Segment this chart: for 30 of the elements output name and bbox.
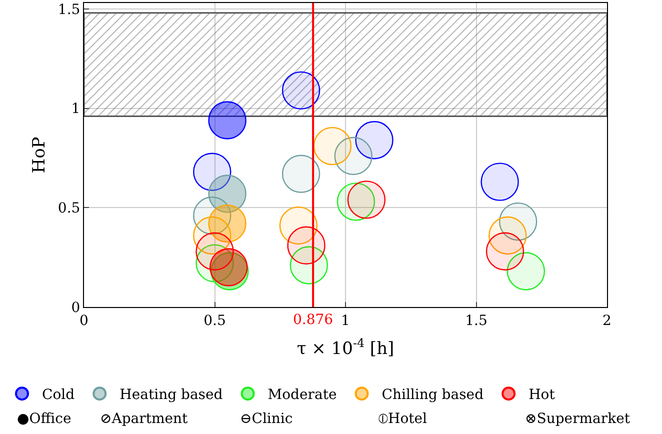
x-tick-label: 1 [341, 312, 350, 329]
ref-line-label: 0.876 [293, 312, 334, 328]
point [486, 232, 524, 270]
text: ⊘Apartment [100, 411, 188, 427]
legend-label: Cold [42, 387, 75, 404]
x-tick-label: 2 [602, 312, 612, 329]
point [282, 154, 320, 193]
y-tick-label: 1.5 [58, 2, 80, 18]
point [196, 232, 234, 270]
x-axis-title: τ × 10$^{-4}$ [h] [296, 336, 394, 360]
point [480, 162, 519, 201]
legend-label: Hot [528, 387, 556, 404]
y-axis-title: HoP [29, 136, 50, 174]
text: ⊖Clinic [240, 411, 293, 427]
text: ⦶Hotel [377, 411, 428, 427]
y-tick-label: 0.5 [58, 200, 80, 217]
y-tick-label: 1 [71, 101, 80, 118]
legend-label: Chilling based [382, 387, 484, 404]
text: ⊗Supermarket [525, 411, 630, 427]
x-tick-label: 1.5 [465, 312, 488, 329]
legend-label: Moderate [268, 387, 337, 404]
point [208, 101, 246, 140]
point [313, 126, 352, 166]
point [347, 180, 386, 219]
legend-label: Heating based [120, 387, 223, 404]
text: ●Office [17, 411, 72, 427]
point [287, 226, 326, 264]
y-tick-label: 0 [71, 300, 80, 316]
point [282, 71, 320, 110]
x-tick-label: 0.5 [204, 312, 226, 329]
